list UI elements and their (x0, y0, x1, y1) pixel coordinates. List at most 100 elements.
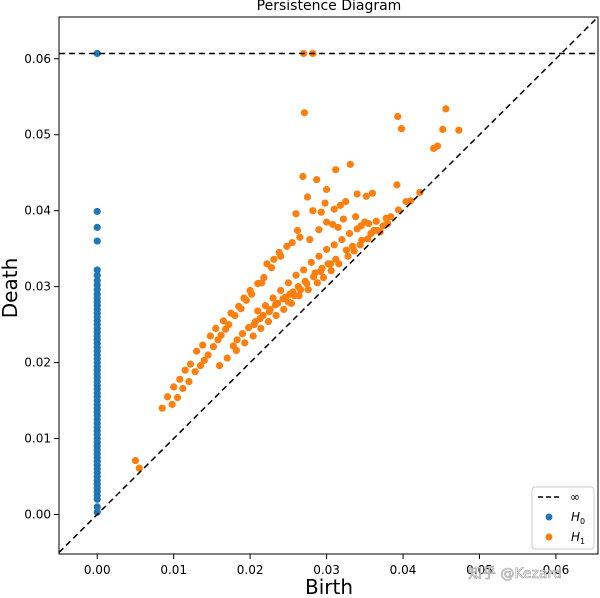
h1-point (245, 324, 253, 332)
h1-point (131, 456, 140, 465)
h1-point (327, 267, 335, 275)
h1-point (248, 290, 256, 298)
h1-point (319, 273, 328, 282)
h1-point (254, 280, 262, 288)
h1-point (303, 193, 312, 201)
h1-point (335, 260, 343, 268)
h1-point (322, 218, 331, 226)
y-tick-label: 0.02 (24, 356, 51, 370)
h1-point (439, 125, 447, 134)
watermark: 知乎 @Kezard (468, 565, 562, 582)
y-tick-label: 0.05 (24, 128, 51, 142)
h1-point (321, 199, 329, 207)
h1-point (300, 266, 308, 274)
h1-point (181, 366, 189, 374)
x-tick-label: 0.00 (84, 563, 111, 577)
legend-h0-marker (545, 513, 553, 521)
h1-point (223, 354, 231, 362)
h1-point (394, 112, 402, 121)
h1-point (168, 400, 176, 408)
h1-point (212, 324, 220, 333)
h1-point (342, 246, 351, 254)
h1-point (176, 375, 184, 383)
h1-point (185, 377, 193, 386)
h1-point (249, 332, 257, 340)
h0-point (93, 508, 101, 516)
h1-point (416, 188, 424, 197)
h1-point (292, 210, 300, 218)
h1-point (307, 258, 315, 266)
h1-point (270, 255, 278, 263)
h1-point (251, 317, 260, 326)
h1-point (342, 197, 350, 206)
h1-point (158, 404, 166, 412)
y-axis: 0.00 0.01 0.02 0.03 0.04 0.05 0.06 (24, 52, 59, 522)
legend: ∞ H0 H1 (531, 486, 595, 550)
legend-h0-label: H0 (571, 510, 585, 526)
h1-point (186, 360, 195, 368)
legend-infinity-label: ∞ (570, 490, 580, 504)
h1-point (304, 286, 312, 294)
x-tick-label: 0.03 (313, 563, 340, 577)
h1-point (238, 330, 247, 338)
h1-point (299, 172, 307, 181)
h1-point (430, 144, 438, 152)
h1-point (287, 299, 296, 307)
x-axis-label: Birth (305, 575, 353, 598)
h1-point (394, 206, 403, 214)
h1-point (200, 356, 208, 364)
h1-point (283, 242, 291, 250)
h1-point (233, 336, 241, 344)
y-tick-label: 0.01 (24, 432, 51, 446)
h1-point (259, 311, 267, 320)
h1-point (254, 307, 262, 315)
h1-point (373, 226, 381, 235)
h1-point (365, 220, 373, 228)
h1-point (215, 362, 224, 370)
h1-point (296, 233, 304, 241)
x-tick-label: 0.06 (543, 563, 570, 577)
h1-point (367, 229, 375, 238)
h1-point (179, 384, 187, 393)
h1-point (315, 226, 323, 234)
h1-point (306, 235, 314, 244)
h1-point (332, 166, 340, 174)
h1-point (356, 241, 364, 249)
h1-point (163, 393, 172, 401)
h1-point (292, 271, 300, 279)
h1-point (288, 238, 296, 247)
plot-frame (58, 16, 599, 555)
h0-series (93, 49, 101, 516)
h1-point (237, 305, 245, 313)
h1-point (339, 215, 348, 223)
h1-point (277, 252, 285, 260)
h1-point (267, 264, 276, 272)
h0-point (93, 223, 101, 231)
h0-point (93, 271, 101, 279)
h1-point (368, 189, 377, 197)
h1-point (173, 393, 182, 402)
h1-point (322, 185, 331, 194)
h1-point (402, 197, 410, 206)
h1-point (209, 343, 218, 351)
h1-point (318, 264, 326, 273)
h0-point (93, 49, 101, 58)
chart-title: Persistence Diagram (257, 0, 402, 14)
h1-point (309, 207, 317, 215)
h1-point (346, 160, 354, 168)
h1-point (277, 286, 285, 295)
h1-point (135, 464, 143, 472)
x-tick-label: 0.02 (237, 563, 264, 577)
h1-point (284, 279, 292, 287)
h1-point (214, 336, 222, 344)
h1-series (131, 49, 463, 472)
h1-point (232, 346, 240, 355)
y-tick-label: 0.00 (24, 508, 51, 522)
h1-point (199, 341, 207, 349)
h1-point (364, 235, 372, 243)
h1-point (204, 351, 212, 359)
h1-point (330, 205, 338, 213)
x-tick-label: 0.05 (466, 563, 493, 577)
h0-point (93, 237, 101, 245)
